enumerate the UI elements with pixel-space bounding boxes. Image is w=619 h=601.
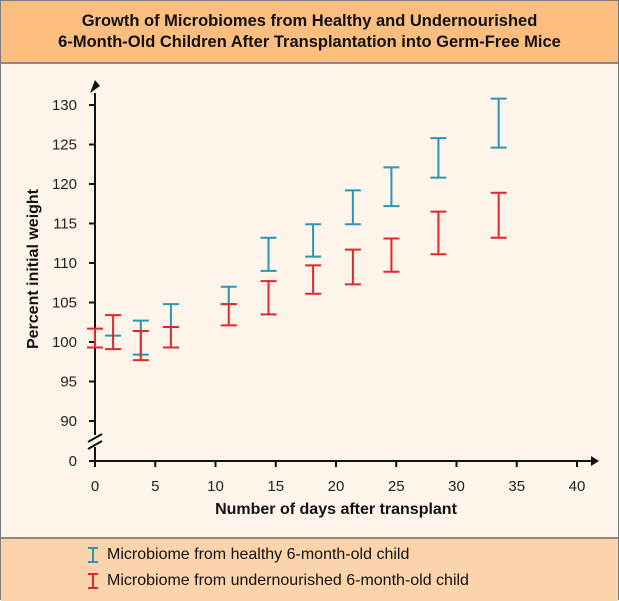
x-tick-label: 40	[569, 478, 586, 495]
undernourished-error-bar	[87, 327, 103, 349]
undernourished-error-bar	[383, 237, 400, 273]
title-line-1: Growth of Microbiomes from Healthy and U…	[81, 11, 538, 30]
healthy-error-bar	[220, 285, 237, 306]
healthy-error-bar	[430, 137, 447, 179]
legend-item-healthy: Microbiome from healthy 6-month-old chil…	[85, 546, 409, 564]
x-tick-label: 0	[91, 478, 99, 495]
undernourished-error-bar	[260, 280, 277, 316]
undernourished-error-bar	[220, 303, 237, 327]
healthy-error-bar	[260, 236, 277, 272]
undernourished-error-bar	[344, 248, 361, 286]
chart-title: Growth of Microbiomes from Healthy and U…	[1, 1, 618, 64]
legend-swatch-undernourished	[88, 573, 98, 589]
legend-item-undernourished: Microbiome from undernourished 6-month-o…	[85, 572, 469, 590]
y-tick-label: 115	[53, 216, 77, 233]
undernourished-error-bar	[105, 314, 122, 351]
healthy-error-bar	[305, 223, 322, 258]
y-tick-label: 130	[52, 97, 77, 114]
y-tick-label: 105	[52, 295, 77, 312]
x-tick-label: 15	[267, 478, 284, 495]
y-tick-label: 110	[53, 255, 77, 272]
x-tick-label: 30	[448, 478, 465, 495]
healthy-error-bar	[162, 303, 179, 328]
y-axis-label: Percent initial weight	[25, 188, 42, 349]
x-tick-label: 25	[388, 478, 405, 495]
undernourished-error-bar	[162, 325, 179, 349]
x-tick-label: 35	[508, 478, 525, 495]
healthy-error-bar	[490, 97, 507, 149]
undernourished-error-bar	[132, 329, 149, 362]
healthy-error-bar	[344, 189, 361, 226]
legend-label-healthy: Microbiome from healthy 6-month-old chil…	[107, 546, 410, 563]
x-axis-label: Number of days after transplant	[215, 501, 458, 518]
x-tick-label: 10	[207, 478, 224, 495]
undernourished-error-bar	[430, 210, 447, 256]
y-tick-label: 90	[60, 413, 77, 430]
legend: Microbiome from healthy 6-month-old chil…	[1, 537, 618, 601]
y-tick-label: 120	[52, 176, 77, 193]
plot-area: 0 90 95 100 105 110 115 120 125 130 0 5 10 15 20 25 30 35…	[25, 80, 599, 518]
axis-break-icon	[87, 433, 103, 450]
legend-swatch-healthy	[88, 547, 98, 563]
x-axis-arrow	[591, 456, 599, 466]
undernourished-error-bar	[305, 264, 322, 295]
y-axis-arrow	[90, 80, 100, 93]
x-tick-label: 20	[328, 478, 345, 495]
y-tick-label: 125	[52, 137, 77, 154]
legend-label-undernourished: Microbiome from undernourished 6-month-o…	[107, 572, 469, 589]
undernourished-error-bar	[490, 191, 507, 239]
x-tick-label: 5	[151, 478, 159, 495]
title-line-2: 6-Month-Old Children After Transplantati…	[58, 32, 561, 51]
y-tick-label: 100	[52, 334, 77, 351]
healthy-error-bar	[383, 166, 400, 208]
y-tick-label: 95	[60, 374, 77, 391]
y-tick-label: 0	[69, 453, 77, 470]
